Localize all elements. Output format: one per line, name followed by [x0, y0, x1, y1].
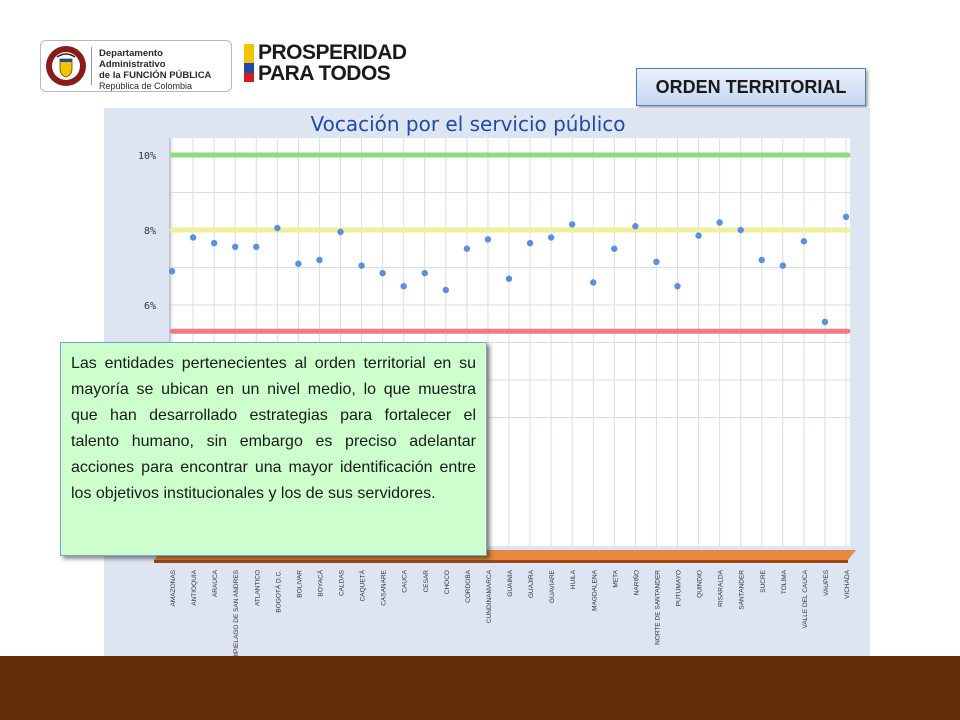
chart-panel: Vocación por el servicio público 10% 8% 6% A… [104, 108, 870, 656]
data-point [590, 279, 597, 286]
flag-blue-stripe [244, 63, 254, 73]
data-point [295, 260, 302, 267]
data-point [568, 221, 576, 228]
data-point [779, 262, 787, 269]
data-point [231, 243, 239, 251]
x-tick-label: CORDOBA [465, 569, 472, 603]
x-tick-label: NARIÑO [631, 570, 640, 595]
data-point [800, 238, 808, 245]
data-point [821, 318, 829, 326]
data-point [316, 256, 323, 264]
x-tick-label: VALLE DEL CAUCA [802, 569, 809, 628]
dafp-line-2: de la FUNCIÓN PÚBLICA [99, 70, 212, 81]
x-tick-label: ARCHIPIELAGO DE SAN ANDRES [233, 569, 240, 656]
x-tick-label: SANTANDER [739, 570, 746, 610]
x-tick-label: BOLIVAR [296, 570, 303, 598]
prosperidad-line-2: PARA TODOS [258, 62, 391, 85]
x-tick-label: MAGDALENA [591, 569, 598, 610]
y-tick-label: 6% [144, 301, 156, 312]
y-tick-label: 8% [144, 226, 156, 237]
data-point [189, 234, 197, 241]
colombia-seal-icon [46, 46, 86, 86]
x-tick-label: RISARALDA [718, 569, 725, 607]
data-point [611, 245, 618, 252]
data-point [168, 268, 176, 275]
x-tick-label: BOGOTÁ D.C. [273, 570, 282, 613]
x-tick-label: HUILA [570, 569, 577, 589]
data-point [421, 269, 428, 277]
data-point [274, 224, 281, 232]
data-point [842, 213, 850, 221]
data-point [737, 226, 744, 234]
x-tick-label: ARAUCA [212, 569, 219, 597]
footer-band [0, 656, 960, 720]
x-tick-label: SUCRE [760, 569, 767, 592]
orden-territorial-badge: ORDEN TERRITORIAL [636, 68, 866, 106]
x-tick-label: PUTUMAYO [676, 570, 683, 606]
x-tick-label: GUAVIARE [549, 569, 556, 603]
dafp-line-1: Departamento Administrativo [99, 48, 166, 70]
flag-yellow-stripe [244, 44, 254, 63]
data-point [400, 283, 407, 290]
x-tick-label: QUINDIO [697, 570, 704, 598]
data-point [716, 219, 723, 226]
data-point [484, 236, 492, 243]
data-point [505, 275, 513, 282]
data-point [653, 258, 660, 266]
colombia-flag-icon [244, 44, 254, 82]
data-point [695, 232, 702, 239]
x-tick-label: VICHADA [844, 569, 851, 599]
x-tick-label: CASANARE [381, 569, 388, 605]
x-tick-label: CESAR [423, 570, 430, 593]
dafp-wordmark: Departamento Administrativo de la FUNCIÓ… [99, 48, 231, 92]
y-tick-label: 10% [138, 151, 156, 162]
data-point [547, 234, 555, 241]
prosperidad-line-1: PROSPERIDAD [258, 41, 407, 64]
x-tick-label: BOYACÁ [315, 569, 324, 596]
data-point [358, 262, 365, 269]
callout-text-box: Las entidades pertenecientes al orden te… [60, 342, 487, 556]
x-tick-label: META [612, 569, 619, 587]
data-point [632, 223, 639, 230]
x-tick-label: GUAJIRA [528, 569, 535, 598]
data-point [526, 239, 534, 247]
x-tick-label: CHOCO [444, 570, 451, 594]
data-point [337, 228, 344, 236]
x-tick-label: CAUCA [402, 569, 409, 592]
data-point [253, 243, 260, 251]
chart-title: Vocación por el servicio público [310, 112, 625, 136]
x-tick-label: ANTIOQUIA [191, 569, 198, 605]
x-tick-label: CAQUETÁ [358, 569, 367, 601]
dafp-logo: Departamento Administrativo de la FUNCIÓ… [40, 40, 232, 92]
x-tick-label: NORTE DE SANTANDER [654, 570, 661, 645]
data-point [463, 245, 471, 252]
chart-floor-edge [154, 560, 848, 563]
x-tick-label: CUNDINAMARCA [486, 569, 493, 623]
data-point [674, 283, 681, 290]
dafp-line-3: República de Colombia [99, 81, 193, 91]
x-tick-label: ATLANTICO [254, 570, 261, 606]
data-point [758, 256, 765, 264]
data-point [210, 239, 218, 247]
dafp-separator [91, 47, 92, 85]
flag-red-stripe [244, 73, 254, 82]
data-point [442, 286, 450, 294]
x-tick-label: VAUPES [823, 569, 830, 596]
data-point [379, 269, 386, 277]
x-tick-label: TOLIMA [781, 569, 788, 594]
x-tick-label: GUAINIA [507, 569, 514, 596]
prosperidad-logo: PROSPERIDAD PARA TODOS [244, 42, 414, 86]
prosperidad-wordmark: PROSPERIDAD PARA TODOS [258, 42, 407, 84]
x-tick-label: CALDAS [339, 569, 346, 596]
x-tick-label: AMAZONAS [170, 569, 177, 606]
